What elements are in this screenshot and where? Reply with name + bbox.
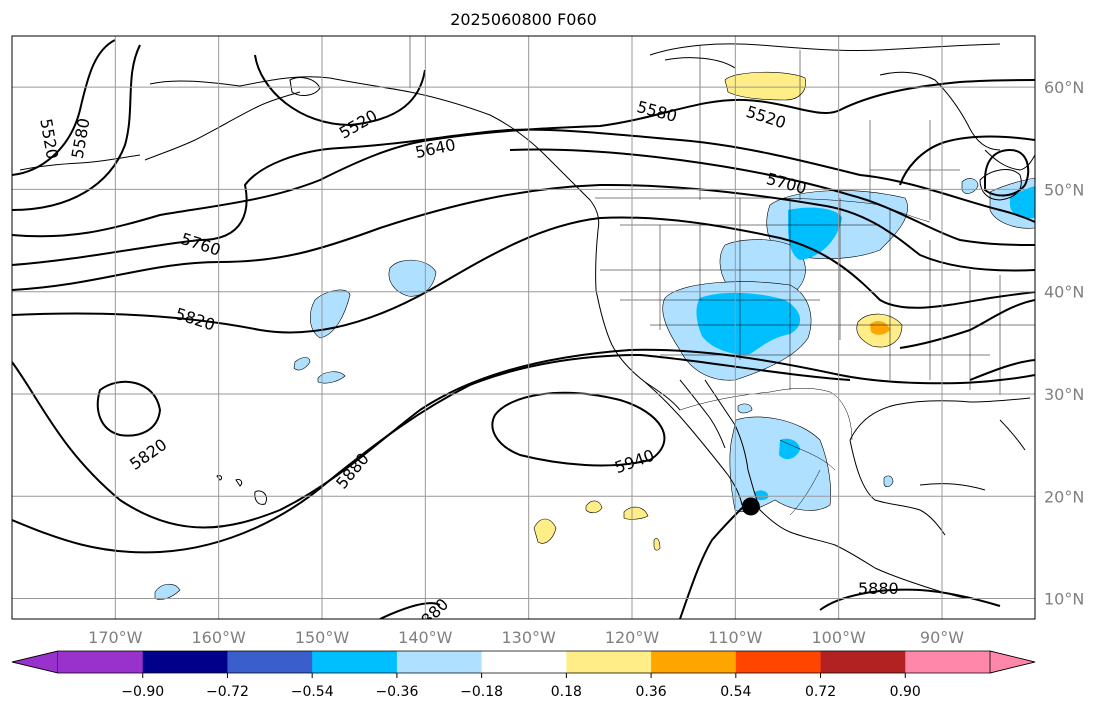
colorbar-segment xyxy=(566,651,652,673)
latitude-label: 10°N xyxy=(1044,590,1084,609)
longitude-label: 100°W xyxy=(811,628,866,647)
colorbar-segment xyxy=(905,651,991,673)
contour-label: 5700 xyxy=(764,169,808,198)
colorbar-over-arrow xyxy=(989,650,1036,674)
latitude-label: 40°N xyxy=(1044,283,1084,302)
colorbar-tick-label: 0.18 xyxy=(551,684,582,700)
latitude-label: 60°N xyxy=(1044,78,1084,97)
contour-label: 5820 xyxy=(126,435,170,474)
map-title: 2025060800 F060 xyxy=(450,10,597,29)
shading-negative-strong xyxy=(696,186,1035,501)
latitude-labels: 60°N 50°N 40°N 30°N 20°N 10°N xyxy=(1044,78,1084,608)
colorbar xyxy=(11,650,1036,674)
colorbar-under-arrow xyxy=(11,650,59,674)
colorbar-segment xyxy=(142,651,228,673)
graticule xyxy=(12,36,1035,619)
longitude-label: 140°W xyxy=(398,628,453,647)
colorbar-tick-label: 0.36 xyxy=(636,684,667,700)
colorbar-tick-label: −0.54 xyxy=(291,684,334,700)
shading-positive-strong xyxy=(870,321,890,335)
shading-positive xyxy=(533,71,903,551)
contour-label: 5880 xyxy=(332,449,373,492)
contour-label: 5520 xyxy=(336,106,381,143)
colorbar-segment xyxy=(481,651,567,673)
colorbar-segment xyxy=(651,651,737,673)
colorbar-tick-label: −0.18 xyxy=(460,684,503,700)
contour-label: 5940 xyxy=(612,446,657,478)
contour-label: 5580 xyxy=(68,117,94,160)
colorbar-tick-label: 0.90 xyxy=(890,684,921,700)
colorbar-segment xyxy=(227,651,313,673)
colorbar-tick-label: −0.72 xyxy=(206,684,249,700)
longitude-label: 120°W xyxy=(605,628,660,647)
longitude-labels: 170°W 160°W 150°W 140°W 130°W 120°W 110°W 100°W… xyxy=(88,628,964,647)
longitude-label: 90°W xyxy=(920,628,964,647)
latitude-label: 20°N xyxy=(1044,487,1084,506)
colorbar-tick-label: 0.72 xyxy=(805,684,836,700)
colorbar-tick-label: −0.90 xyxy=(121,684,164,700)
longitude-label: 170°W xyxy=(88,628,143,647)
longitude-label: 130°W xyxy=(501,628,556,647)
map-frame xyxy=(11,35,1036,620)
contour-label: 5760 xyxy=(178,229,223,260)
longitude-label: 150°W xyxy=(295,628,350,647)
colorbar-outline xyxy=(11,650,1036,674)
colorbar-segment xyxy=(396,651,483,673)
contour-label: 5580 xyxy=(635,97,679,126)
longitude-label: 110°W xyxy=(708,628,763,647)
colorbar-tick-label: 0.54 xyxy=(720,684,751,700)
height-contours xyxy=(12,39,1035,619)
colorbar-tick-labels: −0.90 −0.72 −0.54 −0.36 −0.18 0.18 0.36 0.54 0.7… xyxy=(121,673,921,700)
contour-label: 5640 xyxy=(413,135,457,162)
latitude-label: 50°N xyxy=(1044,180,1084,199)
contour-label: 5820 xyxy=(173,304,218,335)
colorbar-segment xyxy=(312,651,398,673)
colorbar-tick-label: −0.36 xyxy=(375,684,418,700)
political-borders xyxy=(409,36,1035,516)
colorbar-segment xyxy=(735,651,822,673)
latitude-label: 30°N xyxy=(1044,385,1084,404)
contour-label: 5880 xyxy=(858,579,899,598)
contour-label: 5520 xyxy=(744,102,789,133)
longitude-label: 160°W xyxy=(191,628,246,647)
colorbar-segment xyxy=(58,651,144,673)
location-marker xyxy=(741,497,760,516)
colorbar-segment xyxy=(820,651,906,673)
contour-label: 5520 xyxy=(36,117,62,160)
